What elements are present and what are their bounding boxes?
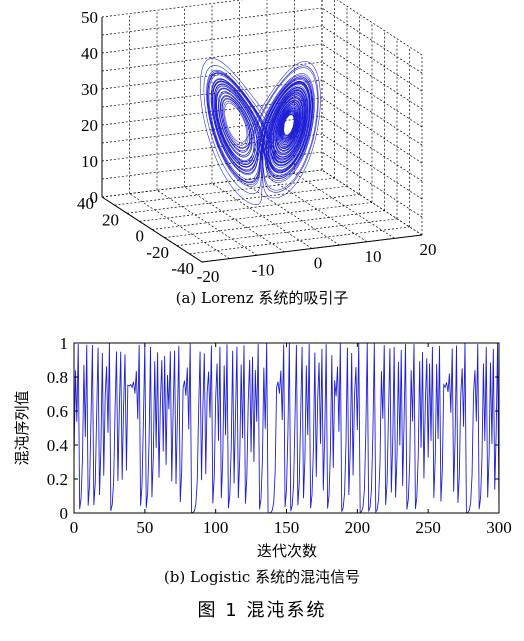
lorenz-z-tick-label: 10 xyxy=(81,152,98,171)
lorenz-z-tick-label: 20 xyxy=(81,116,98,135)
logistic-x-axis-label: 迭代次数 xyxy=(257,542,317,560)
lorenz-x-tick-label: -10 xyxy=(252,260,275,279)
lorenz-x-tick-label: 10 xyxy=(365,247,382,266)
lorenz-y-tick-label: 0 xyxy=(136,227,145,246)
lorenz-z-tick-label: 0 xyxy=(90,188,99,207)
lorenz-x-tick-label: 0 xyxy=(314,254,323,273)
logistic-x-tick-label: 250 xyxy=(415,518,441,537)
lorenz-z-tick-label: 40 xyxy=(81,44,98,63)
logistic-series-line xyxy=(73,343,500,514)
logistic-x-tick-label: 0 xyxy=(70,518,79,537)
logistic-y-tick-label: 0.4 xyxy=(47,436,69,455)
figure-caption: 图 1 混沌系统 xyxy=(198,600,327,621)
lorenz-caption: (a) Lorenz 系统的吸引子 xyxy=(176,289,349,307)
logistic-y-tick-label: 0 xyxy=(60,504,69,523)
logistic-y-tick-label: 0.2 xyxy=(47,470,68,489)
logistic-x-tick-label: 50 xyxy=(136,518,153,537)
logistic-x-tick-labels: 0 50 100 150 200 250 300 xyxy=(70,518,512,537)
lorenz-x-tick-label: -20 xyxy=(197,267,220,286)
logistic-y-tick-labels: 0 0.2 0.4 0.6 0.8 1 xyxy=(47,334,69,523)
logistic-y-tick-label: 0.6 xyxy=(47,402,68,421)
lorenz-y-tick-label: 40 xyxy=(77,194,94,213)
lorenz-y-tick-label: 20 xyxy=(102,210,119,229)
logistic-x-tick-label: 200 xyxy=(345,518,371,537)
lorenz-trajectory xyxy=(199,58,321,205)
logistic-chart: 0 0.2 0.4 0.6 0.8 1 0 50 100 150 200 250 300 迭代次数 混… xyxy=(13,334,512,560)
logistic-x-tick-label: 100 xyxy=(203,518,229,537)
logistic-caption: (b) Logistic 系统的混沌信号 xyxy=(164,568,360,586)
logistic-x-tick-label: 300 xyxy=(486,518,512,537)
logistic-tick-marks xyxy=(73,342,500,514)
lorenz-x-tick-label: 20 xyxy=(420,240,437,259)
logistic-y-tick-label: 0.8 xyxy=(47,368,68,387)
logistic-y-axis-label: 混沌序列值 xyxy=(13,390,31,465)
lorenz-z-tick-label: 50 xyxy=(81,8,98,27)
lorenz-y-tick-label: -40 xyxy=(171,259,194,278)
lorenz-z-tick-label: 30 xyxy=(81,80,98,99)
logistic-y-tick-label: 1 xyxy=(60,334,69,353)
logistic-x-tick-label: 150 xyxy=(274,518,300,537)
lorenz-y-tick-label: -20 xyxy=(146,243,169,262)
